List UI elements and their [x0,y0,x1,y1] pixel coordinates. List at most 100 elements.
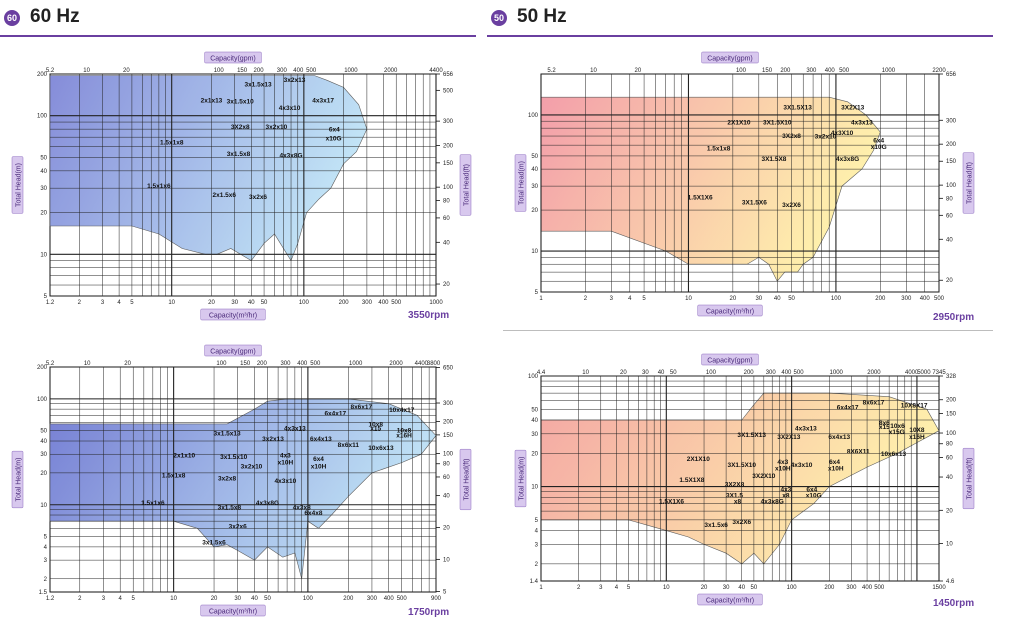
x-tick-label: 40 [774,296,781,302]
pump-model-label: x10H [311,464,327,471]
pump-model-label: 3X2x8 [231,124,250,131]
y-tick-label: 40 [40,169,47,175]
top-tick-label: 4.4 [537,370,546,376]
top-axis-title: Capacity(gpm) [701,353,759,366]
x-tick-label: 100 [787,585,798,591]
x-tick-label: 300 [367,596,378,602]
x-tick-label: 400 [862,585,873,591]
axis-title-bg [11,450,24,509]
y-tick-label: 30 [531,184,538,190]
top-tick-label: 40 [658,370,665,376]
x-tick-label: 3 [610,296,614,302]
pump-model-label: 3X1.5X10 [727,462,756,469]
y-tick-label: 5 [535,290,539,296]
pump-model-label: 4x3x8G [256,500,279,507]
pump-model-label: 4x3x8G [761,499,784,506]
x-tick-label: 500 [874,585,885,591]
grid [50,366,437,592]
y-tick-label: 2 [535,562,539,568]
pump-model-label: 8x6 [879,420,890,427]
top-tick-label: 4400 [415,361,429,367]
top-tick-label: 5000 [917,370,931,376]
y-tick-label: 20 [531,208,538,214]
x-tick-label: 30 [723,585,730,591]
rpm-label: 3550rpm [408,310,450,321]
operating-envelope [49,75,368,262]
x-tick-label: 1.2 [46,300,55,306]
top-tick-label: 300 [806,68,817,74]
right-tick-label: 200 [946,142,957,148]
top-tick-label: 5.2 [46,68,55,74]
x-tick-label: 200 [875,296,886,302]
top-tick-label: 400 [293,68,304,74]
x-tick-label: 4 [615,585,619,591]
x-tick-label: 20 [211,596,218,602]
pump-model-label: 2x1x10 [173,452,195,459]
pump-model-label: 3x1.5x13 [213,431,240,438]
axis-title-bg [962,447,975,510]
pump-model-label: 3X1.5X8 [761,156,786,163]
axis-title-text: Total Head(ft) [464,458,471,500]
top-tick-label: 100 [216,361,227,367]
pump-model-label: 1.5X1X8 [679,477,704,484]
axis-title-bg [514,154,527,212]
top-tick-label: 400 [781,370,792,376]
x-tick-label: 20 [208,300,215,306]
right-tick-label: 10 [946,542,953,548]
pump-model-label: 10X8 [909,427,925,434]
pump-model-label: x10H [775,465,791,472]
pump-model-label: x16H [909,434,925,441]
top-tick-label: 200 [257,361,268,367]
axis-title-bg [200,604,266,617]
pump-model-label: 4x3x10 [279,105,301,112]
x-tick-label: 40 [251,596,258,602]
axis-title-text: Capacity(gpm) [707,358,753,365]
axis-title-text: Capacity(m³/hr) [209,609,257,616]
right-tick-label: 80 [443,462,450,468]
grid [540,73,940,293]
right-tick-label: 80 [946,442,953,448]
pump-model-label: 4x3x13 [795,426,817,433]
top-tick-label: 300 [280,361,291,367]
y-tick-label: 4 [535,529,539,535]
pump-model-label: 3x2x10 [241,464,263,471]
top-tick-label: 50 [670,370,677,376]
top-tick-label: 30 [642,370,649,376]
right-tick-label: 5 [443,589,447,595]
top-tick-label: 10 [83,68,90,74]
pump-model-label: 3X2X10 [752,473,776,480]
pump-model-label: x10G [326,136,342,143]
pump-model-label: 3x2x6 [249,194,267,201]
pump-model-label: 6x4x17 [324,410,346,417]
pump-model-label: 6x4x17 [837,404,859,411]
top-tick-label: 20 [635,68,642,74]
y-tick-label: 10 [531,249,538,255]
top-axis-title: Capacity(gpm) [204,51,262,64]
axis-title-bg [701,51,759,64]
section-title-60hz: 60 Hz [30,6,80,27]
right-tick-label: 650 [443,365,454,371]
pump-model-label: 6x4x13 [310,436,332,443]
pump-model-label: 4x3x17 [312,97,334,104]
pump-model-label: 3x2x13 [262,436,284,443]
chart-50hz-1450: 1 2 3 4 5 10 20 30 40 50 100 200 300 400 500 1500 4.4 10 2… [503,343,993,606]
x-tick-label: 50 [788,296,795,302]
pump-model-label: 4x3x13 [851,120,873,127]
pump-model-label: 1.5x1x8 [162,473,186,480]
top-tick-label: 500 [310,361,321,367]
x-tick-label: 400 [378,300,389,306]
axis-title-bg [204,51,262,64]
left-axis-title: Total Head(m) [514,154,527,212]
pump-model-label: 3X2X13 [777,434,801,441]
y-tick-label: 20 [40,471,47,477]
axis-title-bg [459,448,472,511]
pump-model-label: 3X2X8 [725,482,745,489]
x-tick-label: 10 [170,596,177,602]
x-tick-label: 5 [132,596,136,602]
pump-model-label: x10G [806,492,822,499]
top-tick-label: 3800 [427,361,441,367]
top-tick-label: 10 [84,361,91,367]
y-tick-label: 10 [40,503,47,509]
